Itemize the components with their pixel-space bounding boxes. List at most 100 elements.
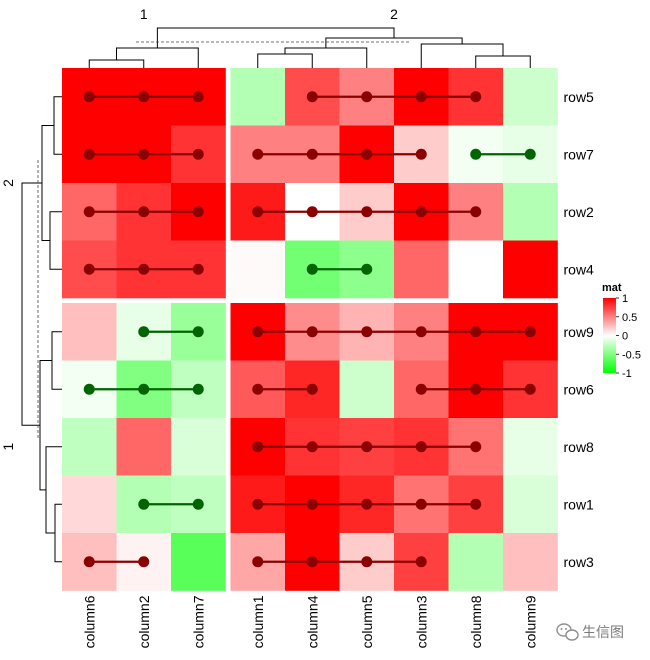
heatmap-cell: [503, 240, 558, 299]
segment-point: [83, 556, 95, 568]
segment-point: [415, 91, 427, 103]
segment-point: [83, 263, 95, 275]
segment-point: [138, 556, 150, 568]
segment-point: [470, 206, 482, 218]
column-split-label: 2: [390, 6, 398, 22]
segment-point: [138, 326, 150, 338]
heatmap-cell: [448, 533, 504, 591]
segment-point: [415, 326, 427, 338]
row-dendrogram-branch: [41, 125, 54, 241]
heatmap-cell: [171, 418, 226, 476]
column-dendrogram-branch: [325, 37, 463, 48]
segment-point: [415, 556, 427, 568]
segment-point: [470, 441, 482, 453]
segment-point: [252, 498, 264, 510]
wechat-icon: [556, 623, 579, 641]
segment-point: [192, 326, 204, 338]
row-labels: row5 row7 row2 row4 row9 row6 row8 row1 row3: [564, 89, 595, 570]
segment-point: [361, 206, 373, 218]
heatmap-cell: [448, 240, 504, 299]
legend-tick-label: 0.5: [622, 312, 637, 324]
segment-point: [192, 91, 204, 103]
segment-point: [415, 206, 427, 218]
segment-point: [252, 556, 264, 568]
segment-point: [83, 383, 95, 395]
segment-point: [138, 148, 150, 160]
column-label: column5: [359, 595, 375, 648]
column-label: column8: [468, 595, 484, 648]
segment-point: [470, 498, 482, 510]
segment-point: [361, 498, 373, 510]
column-label: column2: [136, 595, 152, 648]
row-label: row8: [564, 439, 595, 455]
row-label: row1: [564, 496, 595, 512]
column-dendrogram: [88, 27, 531, 68]
heatmap-cell: [503, 533, 558, 591]
row-label: row6: [564, 381, 595, 397]
segment-point: [306, 91, 318, 103]
segment-point: [524, 326, 536, 338]
segment-point: [138, 91, 150, 103]
segment-point: [470, 383, 482, 395]
row-dendrogram-branch: [53, 96, 62, 155]
watermark-text: 生信图: [582, 624, 624, 640]
segment-point: [138, 206, 150, 218]
segment-point: [252, 383, 264, 395]
color-legend: mat 1 0.5 0 -0.5 -1: [602, 282, 641, 380]
row-label: row3: [564, 554, 595, 570]
heatmap-cell: [62, 418, 117, 476]
segment-lines: [83, 91, 536, 568]
column-label: column4: [304, 595, 320, 648]
heatmap-cell: [394, 240, 449, 299]
segment-point: [361, 556, 373, 568]
segment-point: [415, 383, 427, 395]
segment-point: [83, 206, 95, 218]
segment-point: [306, 148, 318, 160]
legend-tick-label: 0: [622, 331, 628, 343]
row-dendrogram: [21, 96, 62, 563]
segment-point: [192, 263, 204, 275]
column-dendrogram-branch: [88, 59, 145, 68]
heatmap-cell: [339, 360, 395, 419]
row-split-label: 1: [0, 443, 16, 451]
legend-tick-label: 1: [622, 293, 628, 305]
legend-tick-label: -1: [622, 368, 632, 380]
segment-point: [470, 326, 482, 338]
column-label: column6: [81, 595, 97, 648]
segment-point: [306, 441, 318, 453]
row-dendrogram-branch: [21, 182, 42, 426]
heatmap-cell: [503, 183, 558, 241]
segment-point: [306, 206, 318, 218]
heatmap-cell: [503, 418, 558, 476]
segment-point: [306, 498, 318, 510]
column-label: column9: [522, 595, 538, 648]
heatmap-cell: [230, 240, 286, 299]
row-label: row7: [564, 146, 595, 162]
column-dendrogram-branch: [475, 55, 531, 68]
row-label: row9: [564, 324, 595, 340]
column-dendrogram-branch: [284, 47, 368, 68]
row-dendrogram-branch: [45, 446, 62, 534]
segment-point: [415, 148, 427, 160]
segment-point: [361, 148, 373, 160]
heatmap-cell: [503, 68, 558, 126]
segment-point: [138, 498, 150, 510]
split-labels: 1 2 2 1: [0, 6, 398, 451]
segment-point: [361, 441, 373, 453]
segment-point: [415, 498, 427, 510]
segment-point: [524, 148, 536, 160]
segment-point: [470, 148, 482, 160]
heatmap-cell: [503, 475, 558, 534]
segment-point: [138, 263, 150, 275]
row-dendrogram-branch: [54, 503, 62, 563]
segment-point: [361, 263, 373, 275]
heatmap-cell: [62, 303, 117, 361]
row-label: row4: [564, 261, 595, 277]
column-dendrogram-branch: [156, 27, 395, 48]
segment-point: [192, 148, 204, 160]
segment-point: [252, 148, 264, 160]
segment-point: [524, 383, 536, 395]
segment-point: [361, 326, 373, 338]
watermark: 生信图: [556, 623, 624, 641]
